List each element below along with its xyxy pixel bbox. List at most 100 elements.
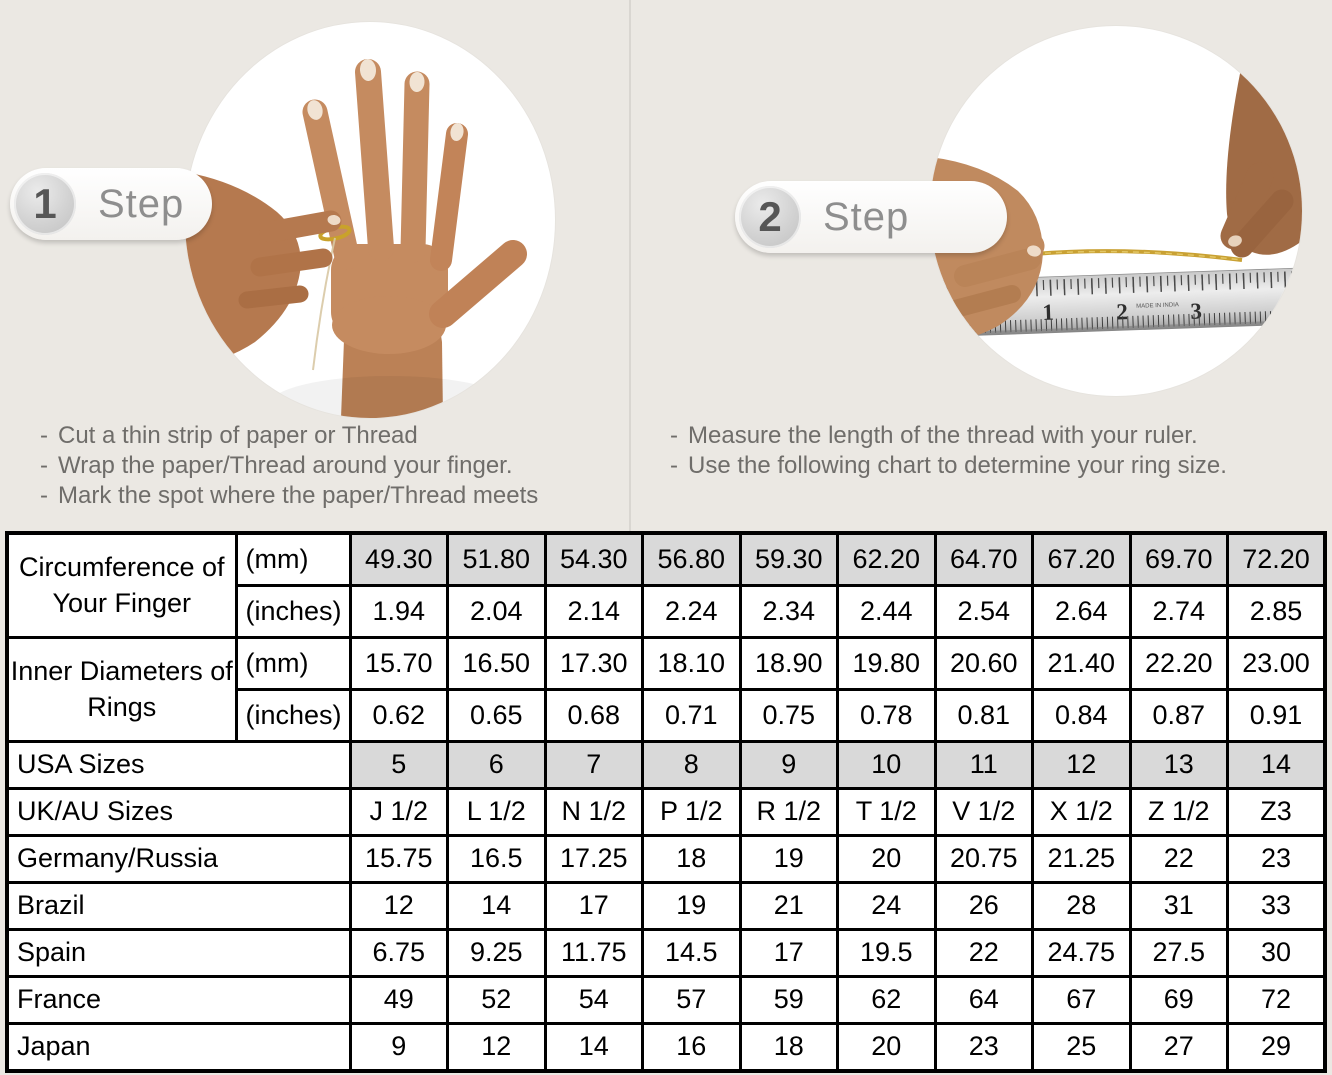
ruler-brand-text: MADE IN INDIA bbox=[1136, 302, 1179, 309]
value-cell: 69.70 bbox=[1128, 531, 1229, 588]
value-cell: 33 bbox=[1226, 880, 1327, 931]
table-row: Circumference of Your Finger (mm) 49.30 51.… bbox=[5, 531, 1327, 639]
region-label: UK/AU Sizes bbox=[5, 786, 352, 837]
table-row: UK/AU Sizes J 1/2 L 1/2 N 1/2 P 1/2 R 1/2 T 1/… bbox=[5, 786, 1327, 837]
value-cell: 67.20 bbox=[1031, 531, 1132, 588]
value-cell: 15.75 bbox=[348, 833, 449, 884]
panel-divider bbox=[629, 0, 631, 531]
value-cell: 21 bbox=[738, 880, 839, 931]
value-cell: P 1/2 bbox=[641, 786, 742, 837]
value-cell: 31 bbox=[1128, 880, 1229, 931]
bullet-dash: - bbox=[670, 452, 678, 479]
region-label: Spain bbox=[5, 927, 352, 978]
instruction-item: - Mark the spot where the paper/Thread me… bbox=[30, 481, 538, 511]
value-cell: 0.78 bbox=[836, 687, 937, 743]
step-number-circle: 1 bbox=[14, 173, 76, 235]
value-cell: 12 bbox=[446, 1021, 547, 1073]
value-cell: 11.75 bbox=[543, 927, 644, 978]
value-cell: 19 bbox=[641, 880, 742, 931]
value-cell: 12 bbox=[1031, 739, 1132, 790]
value-cell: 49.30 bbox=[348, 531, 449, 588]
table-row: Japan 9 12 14 16 18 20 23 25 27 29 bbox=[5, 1021, 1327, 1073]
instruction-item: - Cut a thin strip of paper or Thread bbox=[30, 421, 538, 451]
bullet-dash: - bbox=[40, 482, 48, 509]
bullet-dash: - bbox=[670, 422, 678, 449]
value-cell: 54 bbox=[543, 974, 644, 1025]
value-cell: 0.84 bbox=[1031, 687, 1132, 743]
value-cell: 57 bbox=[641, 974, 742, 1025]
step2-panel: 1 2 3 MADE IN INDIA bbox=[666, 0, 1332, 531]
value-cell: Z 1/2 bbox=[1128, 786, 1229, 837]
value-cell: 59 bbox=[738, 974, 839, 1025]
value-cell: 21.40 bbox=[1031, 635, 1132, 691]
ruler-number: 1 bbox=[1042, 300, 1054, 325]
bullet-dash: - bbox=[40, 422, 48, 449]
value-cell: 23 bbox=[1226, 833, 1327, 884]
value-cell: 69 bbox=[1128, 974, 1229, 1025]
table-row: (inches) 0.62 0.65 0.68 0.71 0.75 0.78 0.81 0.84… bbox=[7, 687, 1327, 743]
value-cell: 14 bbox=[543, 1021, 644, 1073]
value-cell: 2.04 bbox=[446, 584, 547, 639]
value-cell: 13 bbox=[1128, 739, 1229, 790]
value-cell: 22 bbox=[933, 927, 1034, 978]
value-cell: 49 bbox=[348, 974, 449, 1025]
value-cell: 0.71 bbox=[641, 687, 742, 743]
value-cell: 2.85 bbox=[1226, 584, 1327, 639]
region-label: Germany/Russia bbox=[5, 833, 352, 884]
unit-label: (inches) bbox=[234, 584, 352, 639]
value-cell: 6.75 bbox=[348, 927, 449, 978]
value-cell: 2.44 bbox=[836, 584, 937, 639]
value-cell: 29 bbox=[1226, 1021, 1327, 1073]
value-cell: X 1/2 bbox=[1031, 786, 1132, 837]
unit-label: (inches) bbox=[234, 687, 352, 743]
value-cell: 10 bbox=[836, 739, 937, 790]
value-cell: 17 bbox=[738, 927, 839, 978]
value-cell: 15.70 bbox=[348, 635, 449, 691]
value-cell: 8 bbox=[641, 739, 742, 790]
step-label: Step bbox=[98, 181, 185, 226]
hand-illustration bbox=[185, 59, 527, 418]
step1-hand-photo bbox=[185, 22, 555, 418]
value-cell: 14 bbox=[1226, 739, 1327, 790]
value-cell: 18.10 bbox=[641, 635, 742, 691]
step1-instructions: - Cut a thin strip of paper or Thread - Wra… bbox=[30, 421, 538, 511]
bullet-dash: - bbox=[40, 452, 48, 479]
value-cell: 54.30 bbox=[543, 531, 644, 588]
value-cell: 62 bbox=[836, 974, 937, 1025]
value-cell: 23.00 bbox=[1226, 635, 1327, 691]
value-cell: 17.25 bbox=[543, 833, 644, 884]
instruction-text: Measure the length of the thread with yo… bbox=[688, 422, 1198, 449]
value-cell: 11 bbox=[933, 739, 1034, 790]
value-cell: 25 bbox=[1031, 1021, 1132, 1073]
region-label: Brazil bbox=[5, 880, 352, 931]
table-row: Germany/Russia 15.75 16.5 17.25 18 19 20 20.75 2… bbox=[5, 833, 1327, 884]
value-cell: 16.50 bbox=[446, 635, 547, 691]
value-cell: 64 bbox=[933, 974, 1034, 1025]
value-cell: 20.75 bbox=[933, 833, 1034, 884]
region-label: France bbox=[5, 974, 352, 1025]
value-cell: 17 bbox=[543, 880, 644, 931]
value-cell: 24.75 bbox=[1031, 927, 1132, 978]
ruler-number: 3 bbox=[1190, 299, 1202, 324]
step1-panel: 1 Step - Cut a thin strip of paper or Thr… bbox=[0, 0, 666, 531]
value-cell: 2.54 bbox=[933, 584, 1034, 639]
value-cell: 9.25 bbox=[446, 927, 547, 978]
value-cell: V 1/2 bbox=[933, 786, 1034, 837]
value-cell: 20 bbox=[836, 833, 937, 884]
value-cell: 22.20 bbox=[1128, 635, 1229, 691]
value-cell: 72 bbox=[1226, 974, 1327, 1025]
value-cell: 24 bbox=[836, 880, 937, 931]
value-cell: 9 bbox=[348, 1021, 449, 1073]
table-row: Brazil 12 14 17 19 21 24 26 28 31 33 bbox=[5, 880, 1327, 931]
value-cell: 22 bbox=[1128, 833, 1229, 884]
value-cell: 20 bbox=[836, 1021, 937, 1073]
value-cell: Z3 bbox=[1226, 786, 1327, 837]
value-cell: 12 bbox=[348, 880, 449, 931]
value-cell: 21.25 bbox=[1031, 833, 1132, 884]
instruction-text: Use the following chart to determine you… bbox=[688, 452, 1227, 479]
value-cell: 6 bbox=[446, 739, 547, 790]
value-cell: 51.80 bbox=[446, 531, 547, 588]
value-cell: 16.5 bbox=[446, 833, 547, 884]
value-cell: 18 bbox=[641, 833, 742, 884]
step2-instructions: - Measure the length of the thread with y… bbox=[660, 421, 1227, 481]
